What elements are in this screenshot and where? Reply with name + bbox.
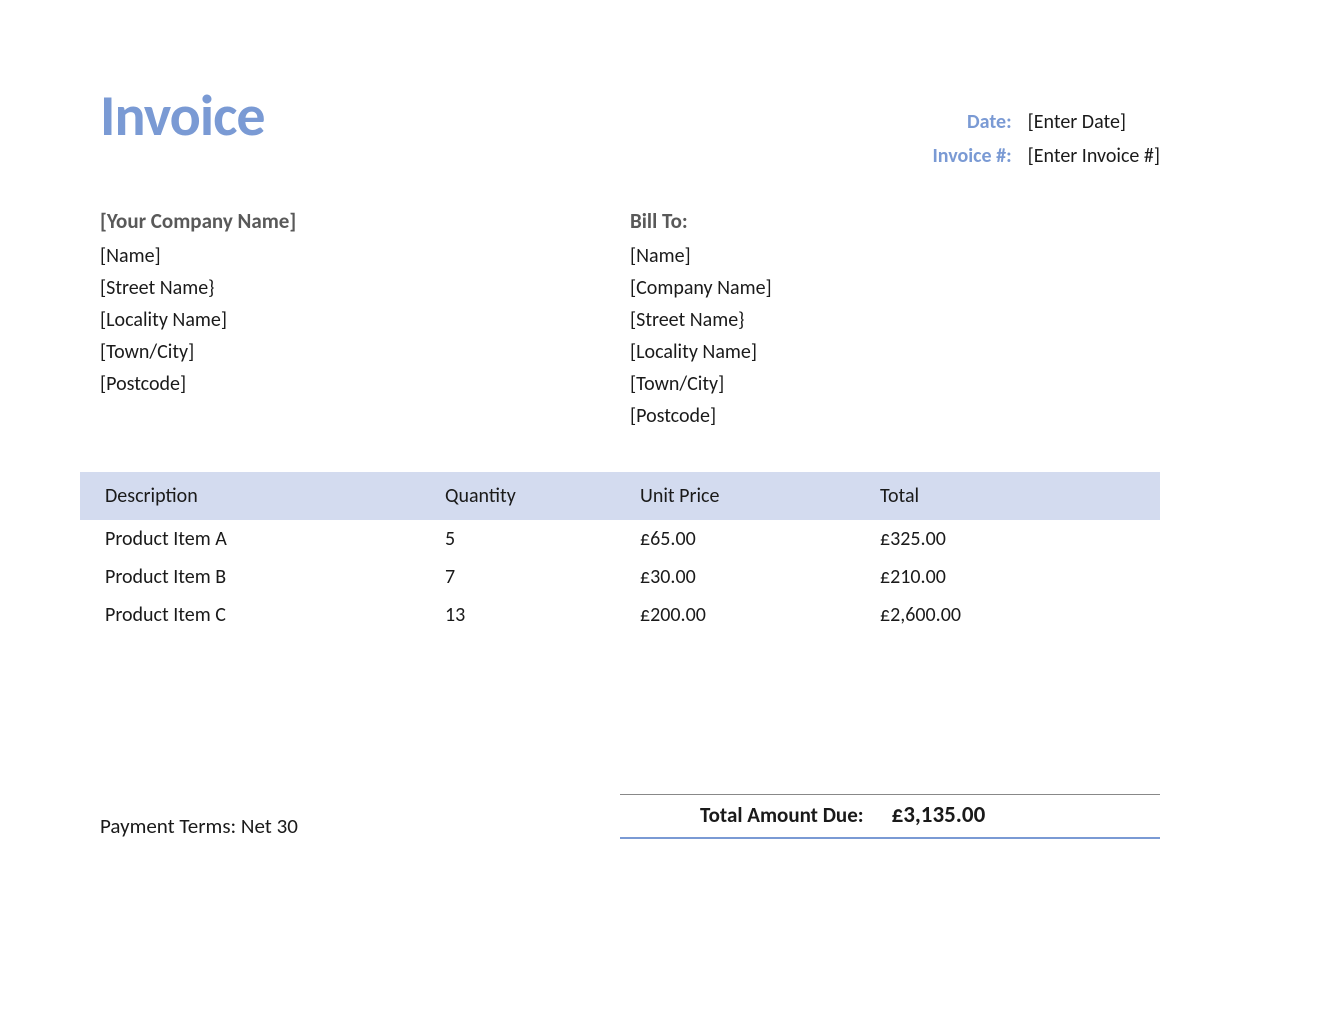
bill-to-address-block: Bill To: [Name] [Company Name] [Street N… — [630, 208, 1160, 436]
cell-quantity: 13 — [420, 596, 615, 634]
table-row: Product Item B 7 £30.00 £210.00 — [80, 558, 1160, 596]
col-header-total: Total — [855, 472, 1160, 520]
invoice-meta: Date: [Enter Date] Invoice #: [Enter Inv… — [892, 110, 1160, 178]
bill-to-line: [Name] — [630, 244, 1160, 268]
bill-to-line: [Street Name} — [630, 308, 1160, 332]
invoice-number-label: Invoice #: — [892, 144, 1012, 168]
from-line: [Street Name} — [100, 276, 630, 300]
date-value: [Enter Date] — [1028, 110, 1126, 134]
total-amount-block: Total Amount Due: £3,135.00 — [620, 794, 1160, 839]
from-company-name: [Your Company Name] — [100, 208, 630, 234]
cell-unit-price: £30.00 — [615, 558, 855, 596]
cell-quantity: 5 — [420, 520, 615, 558]
col-header-quantity: Quantity — [420, 472, 615, 520]
total-amount-value: £3,135.00 — [892, 801, 986, 829]
invoice-title: Invoice — [100, 80, 265, 151]
cell-unit-price: £65.00 — [615, 520, 855, 558]
col-header-unit-price: Unit Price — [615, 472, 855, 520]
col-header-description: Description — [80, 472, 420, 520]
date-label: Date: — [892, 110, 1012, 134]
from-line: [Name] — [100, 244, 630, 268]
bill-to-line: [Company Name] — [630, 276, 1160, 300]
cell-quantity: 7 — [420, 558, 615, 596]
cell-description: Product Item C — [80, 596, 420, 634]
bill-to-line: [Locality Name] — [630, 340, 1160, 364]
bill-to-line: [Postcode] — [630, 404, 1160, 428]
cell-description: Product Item B — [80, 558, 420, 596]
cell-total: £325.00 — [855, 520, 1160, 558]
table-row: Product Item C 13 £200.00 £2,600.00 — [80, 596, 1160, 634]
invoice-number-value: [Enter Invoice #] — [1028, 144, 1160, 168]
table-header-row: Description Quantity Unit Price Total — [80, 472, 1160, 520]
total-amount-label: Total Amount Due: — [700, 802, 864, 828]
from-line: [Locality Name] — [100, 308, 630, 332]
cell-total: £210.00 — [855, 558, 1160, 596]
line-items-table: Description Quantity Unit Price Total Pr… — [80, 472, 1160, 634]
table-row: Product Item A 5 £65.00 £325.00 — [80, 520, 1160, 558]
cell-description: Product Item A — [80, 520, 420, 558]
bill-to-line: [Town/City] — [630, 372, 1160, 396]
from-line: [Postcode] — [100, 372, 630, 396]
payment-terms: Payment Terms: Net 30 — [100, 813, 298, 839]
from-address-block: [Your Company Name] [Name] [Street Name}… — [100, 208, 630, 436]
cell-total: £2,600.00 — [855, 596, 1160, 634]
bill-to-heading: Bill To: — [630, 208, 1160, 234]
cell-unit-price: £200.00 — [615, 596, 855, 634]
from-line: [Town/City] — [100, 340, 630, 364]
